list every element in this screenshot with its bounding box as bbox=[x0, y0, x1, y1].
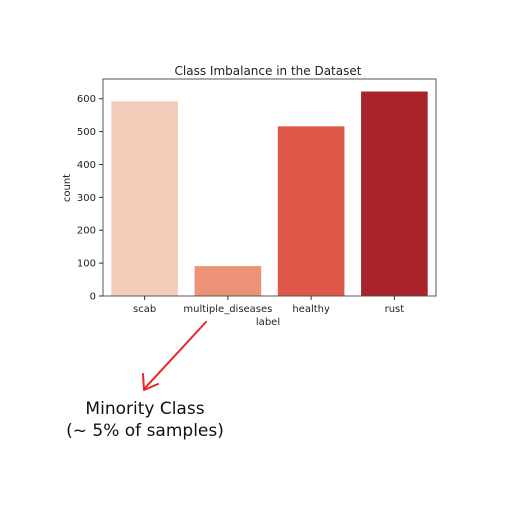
x-axis: scab multiple_diseases healthy rust bbox=[133, 296, 404, 315]
x-tick-label: scab bbox=[133, 304, 156, 315]
bar-scab bbox=[111, 101, 178, 296]
y-tick-label: 600 bbox=[77, 94, 96, 105]
x-axis-label: label bbox=[256, 317, 280, 328]
bar-rust bbox=[361, 91, 428, 296]
minority-annotation: Minority Class (~ 5% of samples) bbox=[30, 398, 260, 442]
bar-multiple_diseases bbox=[194, 266, 262, 296]
x-tick-label: multiple_diseases bbox=[183, 304, 272, 315]
y-tick-label: 200 bbox=[77, 226, 96, 237]
x-tick-label: rust bbox=[385, 304, 405, 315]
minority-arrow bbox=[142, 321, 207, 391]
plot-frame bbox=[102, 78, 437, 297]
annotation-line-2: (~ 5% of samples) bbox=[66, 421, 224, 441]
y-axis: 0 100 200 300 400 500 600 bbox=[77, 94, 103, 303]
y-tick-label: 100 bbox=[77, 259, 96, 270]
y-tick-label: 400 bbox=[77, 160, 96, 171]
bars-group bbox=[111, 91, 428, 296]
y-axis-label: count bbox=[62, 174, 73, 202]
y-tick-label: 300 bbox=[77, 193, 96, 204]
x-tick-label: healthy bbox=[292, 304, 330, 315]
bar-healthy bbox=[277, 126, 345, 296]
arrow-shaft bbox=[144, 321, 207, 389]
y-tick-label: 0 bbox=[90, 292, 96, 303]
arrow-head bbox=[142, 373, 159, 391]
annotation-line-1: Minority Class bbox=[85, 399, 205, 419]
y-tick-label: 500 bbox=[77, 127, 96, 138]
chart-title: Class Imbalance in the Dataset bbox=[175, 64, 362, 78]
